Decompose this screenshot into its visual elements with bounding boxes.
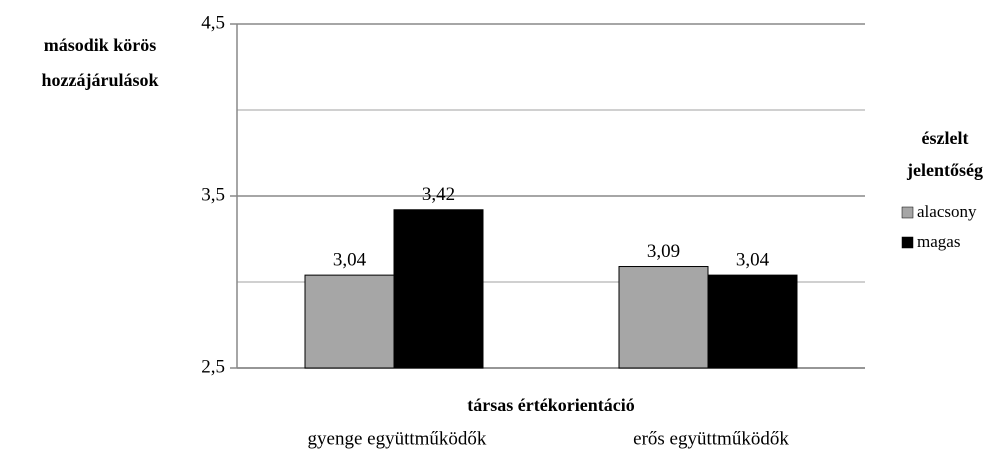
legend-title: jelentőség: [906, 160, 983, 180]
x-tick-label: erős együttműködők: [633, 428, 789, 449]
bar: [618, 266, 709, 369]
x-tick-label: gyenge együttműködők: [308, 428, 487, 449]
bar: [393, 209, 484, 369]
y-tick-label: 3,5: [201, 184, 225, 205]
bar: [304, 274, 395, 369]
y-axis-title: második körös: [44, 35, 157, 55]
data-label: 3,04: [736, 249, 770, 270]
y-axis-title: hozzájárulások: [42, 70, 159, 90]
legend-swatch: [901, 236, 914, 249]
data-label: 3,04: [333, 249, 367, 270]
legend-swatch: [901, 206, 914, 219]
legend-title: észlelt: [922, 128, 969, 148]
data-label: 3,09: [647, 241, 680, 262]
legend-label: magas: [917, 232, 960, 251]
bar: [707, 274, 798, 369]
y-tick-label: 4,5: [201, 12, 225, 33]
legend-label: alacsony: [917, 202, 977, 221]
x-axis-title: társas értékorientáció: [467, 395, 634, 415]
data-label: 3,42: [422, 184, 455, 205]
y-tick-label: 2,5: [201, 356, 225, 377]
